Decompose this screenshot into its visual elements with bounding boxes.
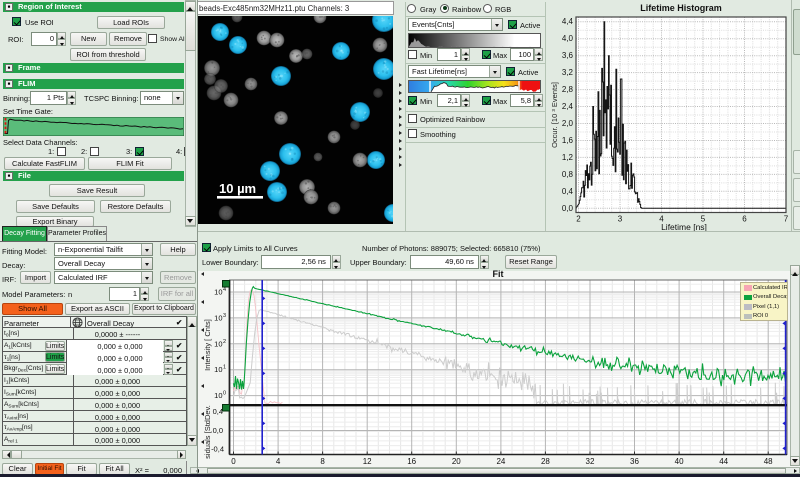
svg-text:10: 10: [214, 313, 222, 322]
svg-text:2: 2: [576, 215, 581, 224]
svg-text:6: 6: [742, 215, 747, 224]
svg-text:4: 4: [223, 287, 226, 293]
svg-text:10: 10: [214, 391, 222, 400]
svg-text:Occur. [10 ³ Events]: Occur. [10 ³ Events]: [550, 82, 559, 148]
svg-text:4: 4: [276, 457, 281, 466]
svg-text:3,2: 3,2: [562, 68, 574, 77]
svg-text:0,4: 0,4: [213, 407, 223, 416]
svg-text:24: 24: [496, 457, 505, 466]
svg-text:20: 20: [452, 457, 461, 466]
svg-text:4: 4: [659, 215, 664, 224]
svg-text:3,6: 3,6: [562, 51, 574, 60]
svg-text:44: 44: [719, 457, 728, 466]
svg-text:0: 0: [223, 391, 226, 397]
svg-text:3: 3: [223, 313, 226, 319]
svg-text:-0,4: -0,4: [211, 445, 224, 454]
svg-text:0,4: 0,4: [562, 187, 574, 196]
svg-text:0,8: 0,8: [562, 170, 574, 179]
svg-text:siduals [StdDev.: siduals [StdDev.: [203, 405, 212, 459]
svg-text:2,8: 2,8: [562, 85, 574, 94]
svg-text:2,4: 2,4: [562, 102, 574, 111]
svg-text:5: 5: [701, 215, 706, 224]
svg-text:1: 1: [223, 365, 226, 371]
svg-text:40: 40: [675, 457, 684, 466]
svg-text:8: 8: [320, 457, 325, 466]
svg-text:4,0: 4,0: [562, 34, 574, 43]
svg-text:1,2: 1,2: [562, 153, 574, 162]
svg-text:48: 48: [764, 457, 773, 466]
svg-text:Fit: Fit: [493, 269, 504, 279]
svg-text:2: 2: [223, 339, 226, 345]
svg-text:3: 3: [618, 215, 623, 224]
svg-text:10: 10: [214, 288, 222, 297]
svg-text:10 µm: 10 µm: [219, 181, 256, 196]
svg-text:12: 12: [363, 457, 372, 466]
svg-text:10: 10: [214, 365, 222, 374]
svg-text:36: 36: [630, 457, 639, 466]
svg-text:0,0: 0,0: [213, 426, 223, 435]
svg-text:0,0: 0,0: [562, 204, 574, 213]
svg-text:16: 16: [407, 457, 416, 466]
svg-text:Lifetime Histogram: Lifetime Histogram: [640, 3, 722, 13]
svg-text:32: 32: [586, 457, 595, 466]
svg-text:1,6: 1,6: [562, 136, 574, 145]
svg-text:0: 0: [231, 457, 236, 466]
svg-text:2,0: 2,0: [562, 119, 574, 128]
svg-text:Lifetime [ns]: Lifetime [ns]: [661, 222, 707, 232]
svg-text:7: 7: [784, 215, 789, 224]
svg-text:28: 28: [541, 457, 550, 466]
svg-text:Intensity [ Cnts]: Intensity [ Cnts]: [203, 319, 212, 371]
svg-text:10: 10: [214, 339, 222, 348]
svg-text:4,4: 4,4: [562, 17, 574, 26]
